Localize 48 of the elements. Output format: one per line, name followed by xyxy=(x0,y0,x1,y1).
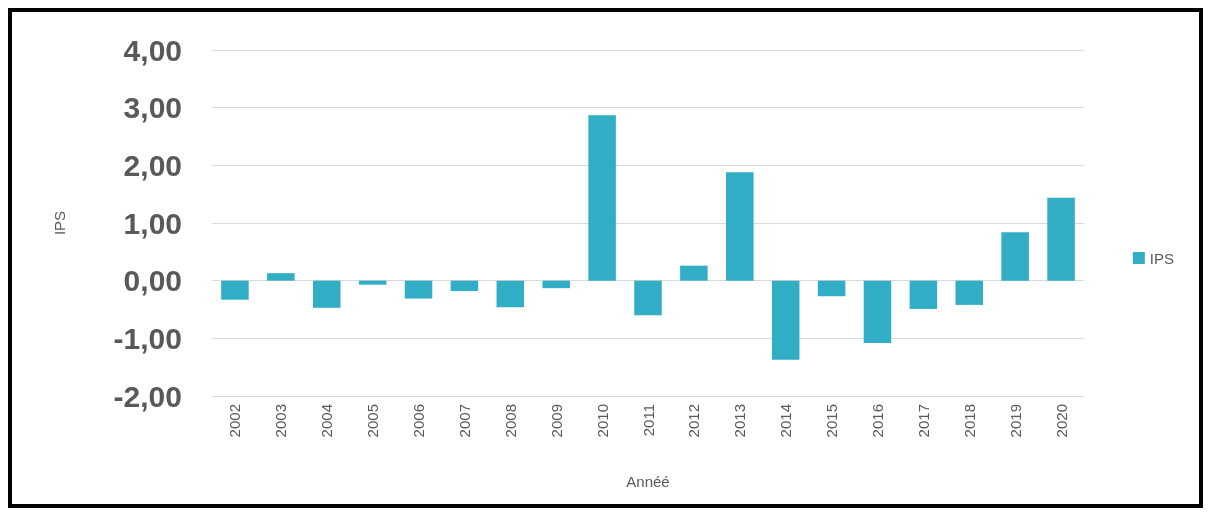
y-tick-label: -2,00 xyxy=(113,379,182,413)
x-tick-label: 2017 xyxy=(914,404,932,438)
bar xyxy=(450,280,479,292)
x-tick-label: 2018 xyxy=(960,404,978,438)
bar xyxy=(955,280,984,305)
legend-label: IPS xyxy=(1149,249,1175,267)
bar xyxy=(404,280,433,299)
bar xyxy=(726,172,754,281)
x-tick-label: 2008 xyxy=(501,404,519,438)
x-tick-label: 2006 xyxy=(410,404,428,438)
x-tick-label: 2012 xyxy=(685,404,703,438)
bar xyxy=(909,280,938,309)
x-tick-label: 2019 xyxy=(1006,404,1024,438)
x-tick-label: 2020 xyxy=(1052,404,1070,438)
x-axis-title: Annéé xyxy=(626,473,670,490)
y-tick-label: 3,00 xyxy=(123,91,182,125)
x-tick-label: 2005 xyxy=(364,404,382,438)
bar xyxy=(680,265,708,281)
y-tick-label: -1,00 xyxy=(113,321,182,355)
y-tick-label: 2,00 xyxy=(123,148,182,182)
bar xyxy=(221,280,249,300)
bar xyxy=(863,280,892,343)
bar xyxy=(542,280,570,289)
bar xyxy=(817,280,846,297)
y-tick-label: 4,00 xyxy=(123,33,182,67)
bar xyxy=(771,280,800,360)
bar xyxy=(588,115,616,281)
bar xyxy=(496,280,525,308)
x-tick-label: 2003 xyxy=(272,404,290,438)
x-tick-label: 2011 xyxy=(639,404,657,437)
x-tick-label: 2013 xyxy=(731,404,749,438)
x-tick-label: 2014 xyxy=(777,404,795,438)
x-tick-label: 2009 xyxy=(547,404,565,438)
x-tick-label: 2010 xyxy=(593,404,611,438)
y-tick-label: 0,00 xyxy=(123,264,182,298)
x-tick-label: 2016 xyxy=(868,404,886,438)
bar xyxy=(312,280,341,308)
x-tick-label: 2004 xyxy=(318,404,336,438)
x-tick-label: 2007 xyxy=(455,404,473,438)
bar xyxy=(1047,197,1075,281)
x-tick-label: 2002 xyxy=(226,404,244,438)
bar xyxy=(358,280,387,285)
bar xyxy=(267,273,295,281)
y-axis-title: IPS xyxy=(51,210,68,236)
bar xyxy=(1001,232,1029,281)
bar xyxy=(634,280,662,316)
y-tick-label: 1,00 xyxy=(123,206,182,240)
x-tick-label: 2015 xyxy=(823,404,841,438)
